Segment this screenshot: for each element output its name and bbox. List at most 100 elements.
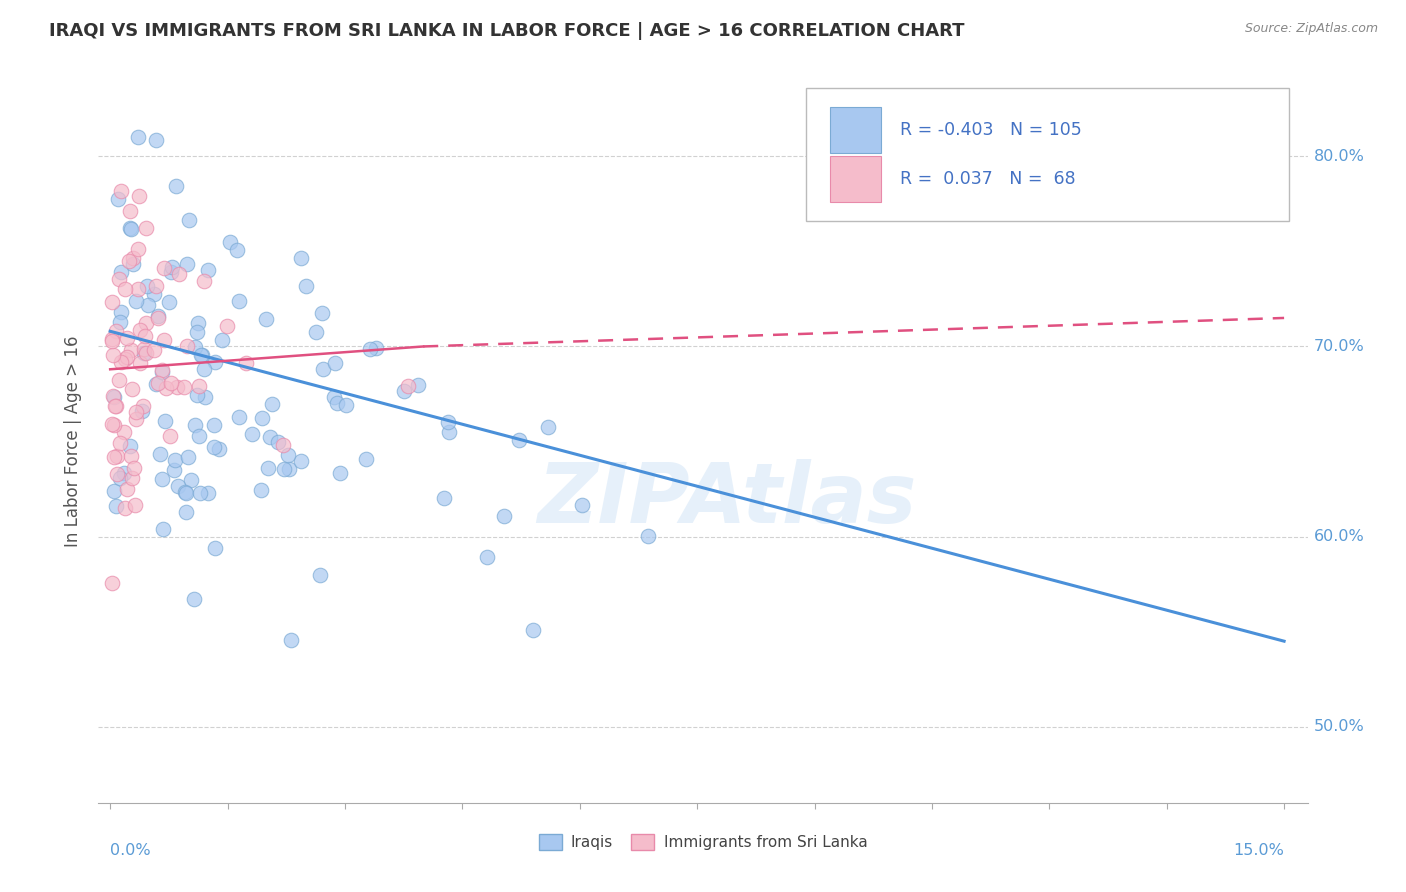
Point	[165, 453, 187, 467]
Point	[118, 221, 141, 235]
Point	[437, 415, 460, 429]
Text: IRAQI VS IMMIGRANTS FROM SRI LANKA IN LABOR FORCE | AGE > 16 CORRELATION CHART: IRAQI VS IMMIGRANTS FROM SRI LANKA IN LA…	[49, 22, 965, 40]
Point	[143, 287, 166, 301]
Point	[183, 592, 205, 607]
Text: 50.0%: 50.0%	[1313, 719, 1364, 734]
Point	[145, 278, 167, 293]
Point	[128, 356, 150, 370]
Text: R = -0.403   N = 105: R = -0.403 N = 105	[900, 121, 1081, 139]
Point	[121, 383, 143, 397]
Point	[149, 447, 172, 461]
Point	[104, 400, 127, 414]
Point	[101, 348, 124, 362]
Text: 0.0%: 0.0%	[110, 843, 150, 857]
Point	[135, 316, 157, 330]
Point	[219, 235, 242, 249]
Point	[165, 178, 187, 193]
Point	[174, 505, 197, 519]
Point	[260, 396, 283, 410]
Point	[162, 260, 184, 274]
Point	[494, 508, 516, 523]
Point	[193, 362, 215, 376]
Point	[103, 450, 125, 464]
Point	[131, 399, 153, 413]
Point	[433, 491, 456, 505]
Point	[193, 275, 215, 289]
FancyBboxPatch shape	[830, 107, 880, 153]
Point	[114, 352, 136, 367]
Point	[356, 452, 378, 467]
Point	[257, 461, 280, 475]
Point	[127, 130, 149, 145]
Point	[104, 324, 127, 338]
Point	[197, 263, 219, 277]
Point	[259, 430, 281, 444]
Point	[174, 485, 197, 500]
Point	[160, 376, 183, 391]
Point	[120, 203, 142, 218]
Point	[522, 624, 544, 638]
Point	[146, 309, 169, 323]
Point	[323, 355, 346, 369]
Point	[114, 501, 136, 516]
Point	[323, 390, 346, 404]
Point	[176, 257, 198, 271]
Point	[184, 418, 207, 433]
Point	[187, 316, 209, 330]
Point	[100, 334, 122, 348]
Point	[114, 282, 136, 296]
Text: ZIPAtlas: ZIPAtlas	[537, 458, 917, 540]
Point	[107, 373, 129, 387]
Point	[112, 425, 135, 440]
Point	[250, 483, 273, 497]
Point	[103, 390, 125, 404]
Point	[364, 342, 387, 356]
Point	[477, 550, 499, 565]
Point	[160, 265, 183, 279]
Point	[103, 483, 125, 498]
Point	[112, 467, 135, 481]
Point	[254, 312, 277, 326]
Point	[290, 252, 312, 266]
Point	[115, 331, 138, 345]
Point	[153, 261, 176, 276]
Point	[152, 522, 174, 536]
Point	[127, 242, 149, 256]
Point	[121, 257, 143, 271]
Point	[101, 576, 124, 591]
Point	[202, 417, 225, 432]
Point	[118, 254, 141, 268]
Text: 60.0%: 60.0%	[1313, 529, 1364, 544]
Point	[190, 348, 212, 362]
Point	[120, 439, 142, 453]
Point	[155, 414, 177, 428]
Point	[129, 323, 152, 337]
Point	[110, 184, 132, 198]
Point	[335, 399, 357, 413]
Point	[159, 294, 181, 309]
Point	[134, 329, 156, 343]
Point	[110, 355, 132, 369]
Point	[290, 454, 312, 468]
Point	[309, 567, 332, 582]
Text: R =  0.037   N =  68: R = 0.037 N = 68	[900, 170, 1076, 188]
Point	[128, 189, 150, 203]
Point	[104, 400, 127, 414]
Point	[186, 325, 208, 339]
Point	[328, 467, 350, 481]
Point	[150, 366, 173, 380]
Point	[204, 355, 226, 369]
Y-axis label: In Labor Force | Age > 16: In Labor Force | Age > 16	[65, 335, 83, 548]
Point	[217, 318, 239, 333]
Point	[312, 361, 335, 376]
Point	[187, 379, 209, 393]
Point	[101, 389, 124, 403]
Point	[127, 282, 149, 296]
Point	[228, 410, 250, 425]
Point	[105, 499, 128, 513]
Point	[186, 388, 208, 402]
Point	[117, 350, 139, 364]
Point	[571, 498, 593, 512]
Point	[508, 433, 530, 447]
Point	[153, 334, 176, 348]
